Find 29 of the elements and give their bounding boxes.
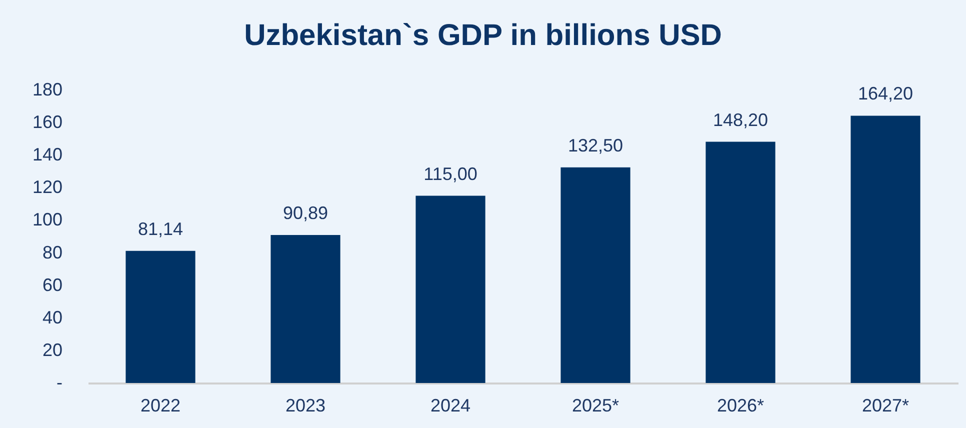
y-tick-label: 120 xyxy=(32,177,62,198)
x-tick-label: 2025* xyxy=(572,396,620,416)
x-tick-label: 2027* xyxy=(862,396,910,416)
y-tick-label: 100 xyxy=(32,210,62,230)
y-tick-label: - xyxy=(56,372,62,392)
y-tick-label: 160 xyxy=(32,112,62,132)
x-tick-label: 2022 xyxy=(140,396,181,416)
y-tick-label: 60 xyxy=(42,274,62,295)
y-tick-label: 20 xyxy=(42,340,62,360)
y-tick-label: 40 xyxy=(42,307,62,328)
bar xyxy=(416,196,486,383)
data-label: 90,89 xyxy=(282,203,328,224)
data-label: 164,20 xyxy=(858,84,914,104)
bar xyxy=(270,235,340,383)
y-tick-label: 140 xyxy=(32,144,62,165)
y-tick-label: 180 xyxy=(32,80,62,100)
data-label: 148,20 xyxy=(712,110,768,130)
x-tick-label: 2026* xyxy=(716,396,764,416)
bar xyxy=(850,116,920,383)
bar xyxy=(560,167,630,383)
x-tick-label: 2024 xyxy=(430,396,471,416)
bar xyxy=(706,142,776,383)
bar xyxy=(126,250,196,383)
y-tick-label: 80 xyxy=(42,242,62,262)
x-tick-label: 2023 xyxy=(285,396,326,416)
data-label: 81,14 xyxy=(138,218,184,239)
data-label: 115,00 xyxy=(424,164,478,184)
chart-title: Uzbekistan`s GDP in billions USD xyxy=(244,19,722,52)
data-label: 132,50 xyxy=(568,135,624,156)
